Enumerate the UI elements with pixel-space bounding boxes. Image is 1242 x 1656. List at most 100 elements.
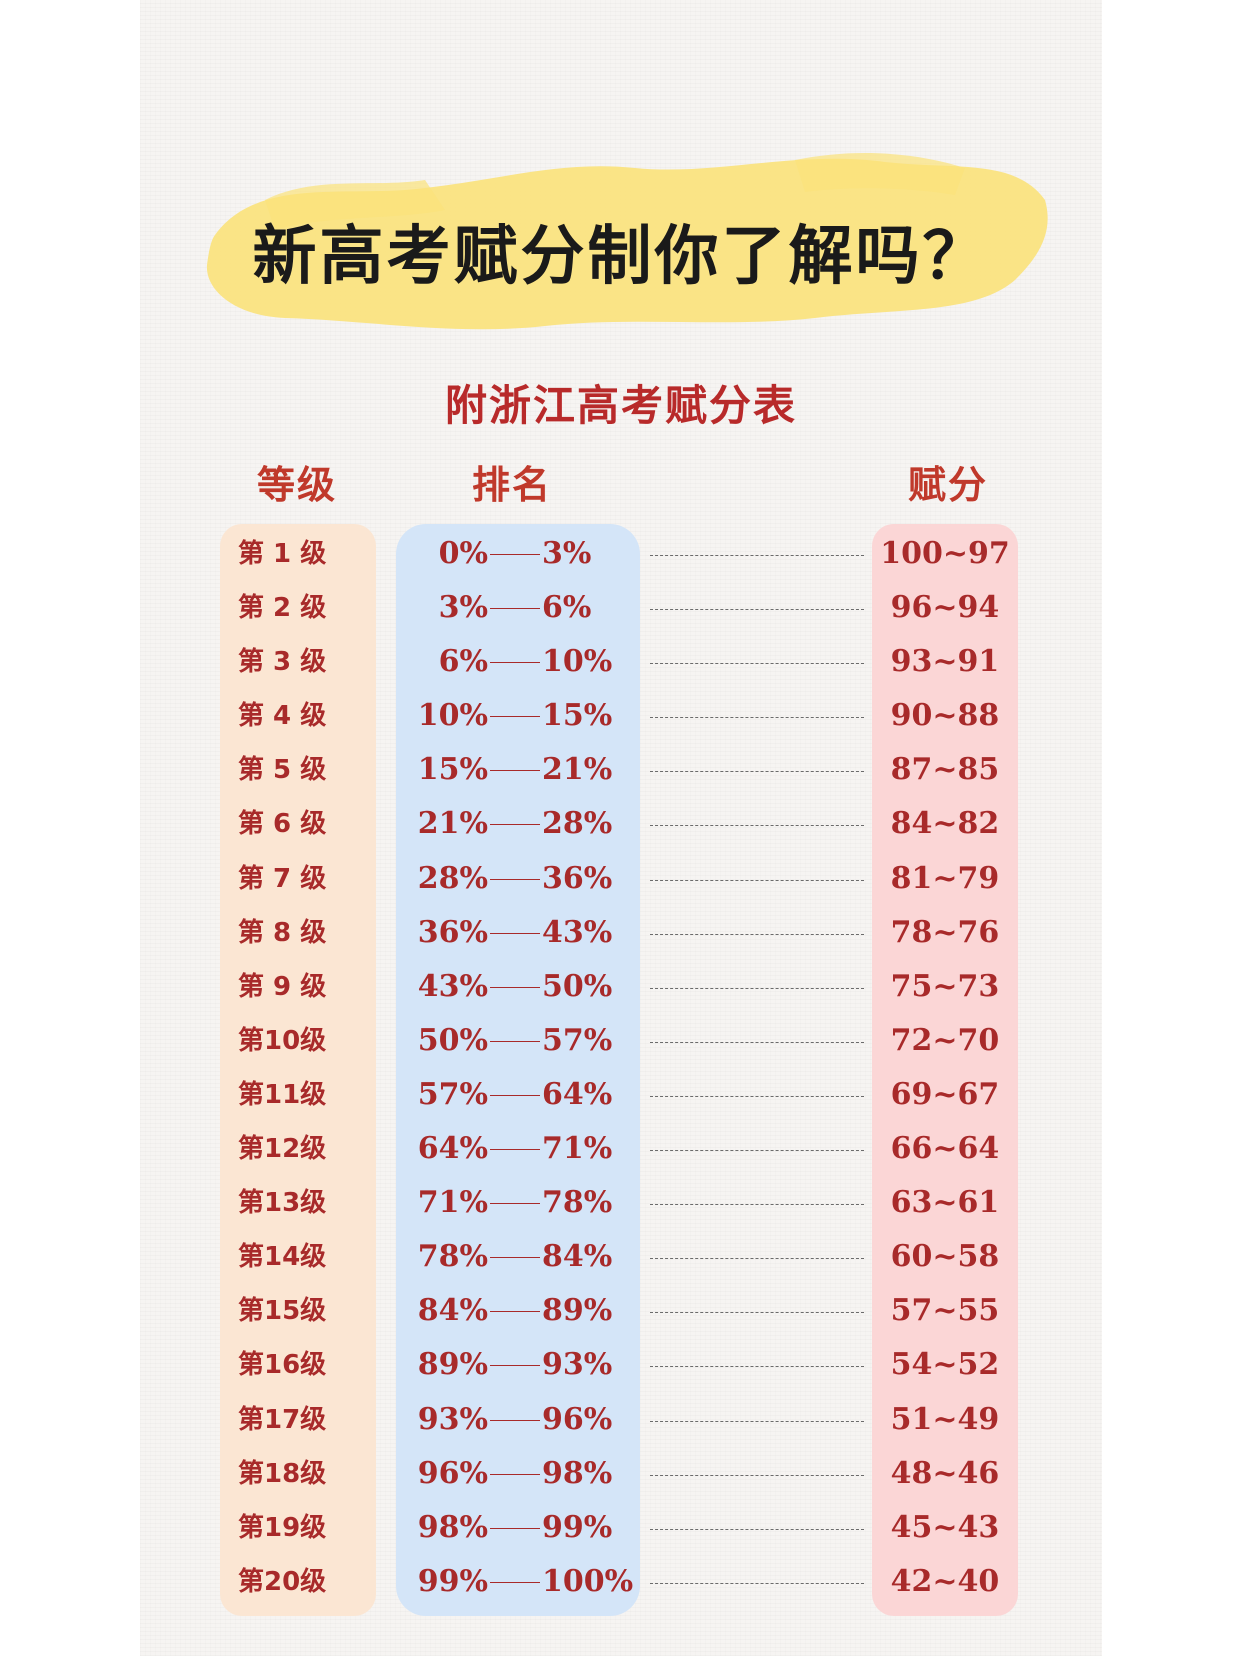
table-row: 第14级 78% 84% 60~58: [0, 1230, 1242, 1284]
rank-range-dash: [490, 1257, 540, 1259]
page-title: 新高考赋分制你了解吗？: [252, 220, 990, 294]
score-range: 45~43: [890, 1509, 1000, 1545]
grade-label: 第13级: [238, 1188, 327, 1219]
grade-label: 第11级: [238, 1079, 327, 1110]
table-row: 第15级 84% 89% 57~55: [0, 1284, 1242, 1338]
rank-from: 10%: [417, 698, 488, 734]
table-row: 第 2 级 3% 6% 96~94: [0, 581, 1242, 635]
dashed-leader-line: [650, 1204, 864, 1206]
grade-label: 第16级: [238, 1350, 327, 1381]
dashed-leader-line: [650, 987, 864, 989]
dashed-leader-line: [650, 879, 864, 881]
table-row: 第 9 级 43% 50% 75~73: [0, 960, 1242, 1014]
rank-range-dash: [490, 554, 540, 555]
score-range: 54~52: [890, 1347, 1000, 1383]
rank-range-dash: [490, 1473, 540, 1475]
rank-from: 43%: [417, 968, 488, 1004]
grade-label: 第18级: [238, 1458, 327, 1489]
grade-label: 第 8 级: [238, 917, 327, 948]
rank-from: 64%: [417, 1131, 488, 1167]
rank-range-dash: [490, 608, 540, 610]
grade-label: 第 3 级: [238, 647, 327, 678]
rank-to: 99%: [542, 1509, 613, 1545]
table-row: 第 1 级 0% 3% 100~97: [0, 527, 1242, 581]
rank-range-dash: [490, 1311, 540, 1313]
dashed-leader-line: [650, 1095, 864, 1097]
rank-from: 78%: [417, 1239, 488, 1275]
rank-range-dash: [490, 986, 540, 988]
rank-to: 36%: [542, 860, 613, 896]
rank-from: 36%: [417, 914, 488, 950]
grade-label: 第17级: [238, 1404, 327, 1435]
dashed-leader-line: [650, 825, 864, 827]
grade-label: 第 5 级: [238, 755, 327, 786]
score-range: 57~55: [890, 1293, 1000, 1329]
rank-from: 93%: [417, 1401, 488, 1437]
score-range: 60~58: [890, 1239, 1000, 1275]
rank-from: 3%: [438, 590, 488, 626]
score-range: 100~97: [880, 536, 1010, 571]
rank-range-dash: [490, 878, 540, 880]
dashed-leader-line: [650, 1312, 864, 1314]
table-row: 第13级 71% 78% 63~61: [0, 1176, 1242, 1230]
rank-range-dash: [490, 662, 540, 664]
rank-from: 84%: [417, 1293, 488, 1329]
rank-from: 98%: [417, 1509, 488, 1545]
dashed-leader-line: [650, 1528, 864, 1530]
dashed-leader-line: [650, 1420, 864, 1422]
rank-range-dash: [490, 716, 540, 718]
table-row: 第 5 级 15% 21% 87~85: [0, 743, 1242, 797]
dashed-leader-line: [650, 1258, 864, 1260]
rank-range-dash: [490, 1149, 540, 1151]
rank-from: 57%: [417, 1076, 488, 1112]
table-row: 第 6 级 21% 28% 84~82: [0, 797, 1242, 851]
score-range: 69~67: [890, 1076, 1000, 1112]
table-row: 第10级 50% 57% 72~70: [0, 1014, 1242, 1068]
rank-range-dash: [490, 1527, 540, 1529]
grade-column-background: [220, 524, 376, 1616]
rank-from: 99%: [417, 1563, 488, 1599]
rank-range-dash: [490, 1365, 540, 1367]
score-range: 48~46: [890, 1455, 1000, 1491]
score-range: 84~82: [890, 806, 1000, 842]
rank-range-dash: [490, 1419, 540, 1421]
rank-to: 43%: [542, 914, 613, 950]
rank-from: 96%: [417, 1455, 488, 1491]
rank-from: 89%: [417, 1347, 488, 1383]
rank-from: 21%: [417, 806, 488, 842]
rank-range-dash: [490, 932, 540, 934]
rank-to: 84%: [542, 1239, 613, 1275]
rank-to: 10%: [542, 644, 613, 680]
dashed-leader-line: [650, 1474, 864, 1476]
rank-range-dash: [490, 824, 540, 826]
dashed-leader-line: [650, 933, 864, 935]
grade-label: 第 9 级: [238, 971, 327, 1002]
score-range: 93~91: [890, 644, 1000, 680]
score-range: 78~76: [890, 914, 1000, 950]
rank-to: 100%: [542, 1563, 634, 1599]
table-row: 第 3 级 6% 10% 93~91: [0, 635, 1242, 689]
rank-to: 28%: [542, 806, 613, 842]
grade-label: 第12级: [238, 1134, 327, 1165]
score-range: 63~61: [890, 1185, 1000, 1221]
grade-label: 第15级: [238, 1296, 327, 1327]
grade-label: 第19级: [238, 1512, 327, 1543]
title-highlight-brushstroke: [206, 153, 1048, 330]
grade-label: 第 6 级: [238, 809, 327, 840]
score-range: 87~85: [890, 752, 1000, 788]
rank-to: 6%: [542, 590, 592, 626]
rank-to: 93%: [542, 1347, 613, 1383]
table-row: 第19级 98% 99% 45~43: [0, 1501, 1242, 1555]
dashed-leader-line: [650, 1582, 864, 1584]
rank-range-dash: [490, 1040, 540, 1042]
rank-to: 64%: [542, 1076, 613, 1112]
rank-to: 21%: [542, 752, 613, 788]
header-score: 赋分: [908, 463, 989, 507]
header-grade: 等级: [257, 463, 338, 507]
rank-from: 6%: [438, 644, 488, 680]
dashed-leader-line: [650, 1150, 864, 1152]
rank-column-background: [396, 524, 640, 1616]
grade-label: 第 1 级: [238, 539, 327, 569]
dashed-leader-line: [650, 555, 864, 556]
grade-label: 第 7 级: [238, 863, 327, 894]
